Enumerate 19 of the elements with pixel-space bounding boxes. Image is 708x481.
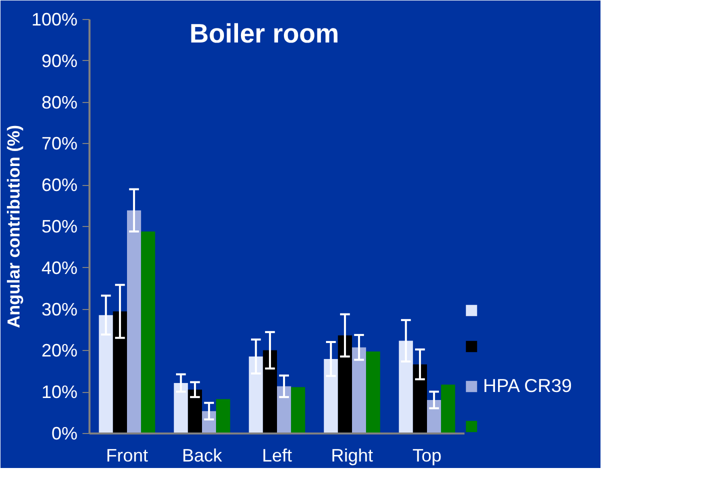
y-tick-label: 100% bbox=[31, 10, 78, 30]
y-tick-label: 80% bbox=[41, 92, 78, 112]
x-tick-label: Back bbox=[182, 446, 224, 466]
y-tick-label: 0% bbox=[51, 424, 78, 444]
legend-label: HPA CR39 bbox=[483, 375, 573, 397]
x-tick-label: Top bbox=[412, 446, 442, 466]
y-tick-label: 60% bbox=[41, 175, 78, 196]
y-tick-label: 40% bbox=[41, 258, 78, 278]
y-tick-label: 50% bbox=[41, 216, 78, 236]
chart-title: Boiler room bbox=[190, 18, 340, 48]
x-tick-label: Right bbox=[330, 446, 374, 466]
x-tick-label: Left bbox=[262, 446, 292, 466]
y-tick-label: 30% bbox=[41, 299, 78, 320]
y-tick-label: 90% bbox=[41, 50, 78, 71]
y-axis-title: Angular contribution (%) bbox=[3, 124, 24, 328]
y-tick-label: 20% bbox=[41, 340, 78, 361]
y-tick-label: 10% bbox=[41, 382, 78, 402]
x-tick-label: Front bbox=[106, 446, 148, 466]
y-tick-label: 70% bbox=[41, 134, 78, 154]
